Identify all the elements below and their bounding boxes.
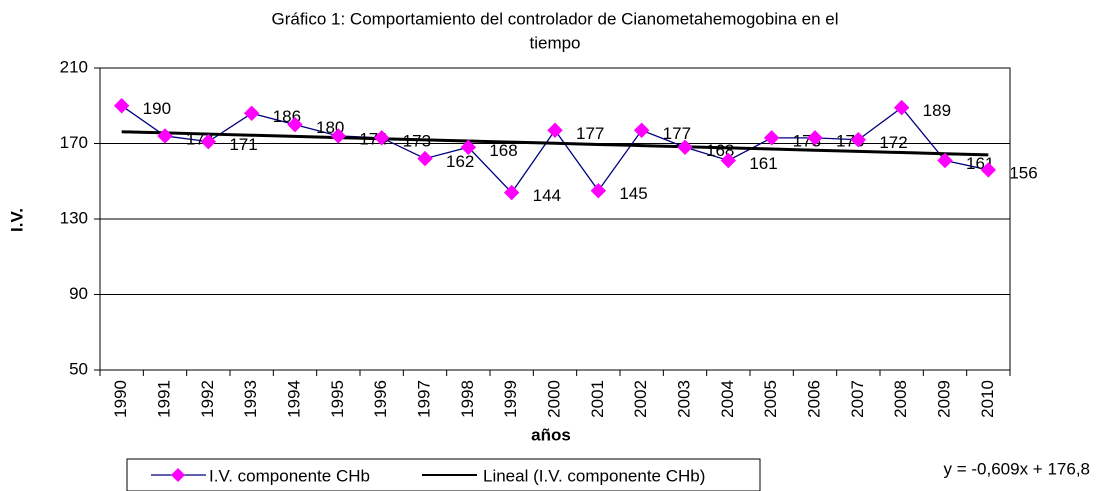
marker	[980, 162, 997, 178]
data-label: 161	[749, 154, 777, 173]
chart-title: Gráfico 1: Comportamiento del controlado…	[272, 9, 839, 28]
x-tick-label: 1994	[284, 380, 303, 418]
marker	[547, 122, 563, 138]
marker	[677, 139, 693, 155]
y-tick-label: 50	[69, 359, 88, 378]
marker	[243, 105, 260, 122]
marker	[720, 152, 737, 169]
marker	[633, 122, 650, 138]
y-tick-label: 90	[69, 284, 88, 303]
data-label: 171	[229, 135, 257, 154]
chart-title: tiempo	[529, 33, 580, 52]
marker	[937, 152, 953, 169]
x-tick-label: 1990	[111, 380, 130, 418]
x-tick-label: 2010	[978, 380, 997, 418]
x-tick-label: 1999	[501, 380, 520, 418]
x-tick-label: 1997	[414, 380, 433, 418]
marker	[200, 133, 217, 150]
x-tick-label: 1996	[371, 380, 390, 418]
legend-marker	[171, 468, 185, 482]
data-label: 189	[923, 101, 951, 120]
data-label: 190	[143, 99, 171, 118]
marker	[807, 130, 823, 146]
data-label: 177	[576, 124, 604, 143]
x-tick-label: 2001	[588, 380, 607, 418]
legend-label: I.V. componente CHb	[209, 466, 370, 485]
data-label: 173	[403, 131, 431, 150]
x-tick-label: 2006	[804, 380, 823, 418]
x-tick-label: 2008	[891, 380, 910, 418]
marker	[157, 128, 173, 144]
x-tick-label: 2003	[674, 380, 693, 418]
trend-line	[121, 130, 989, 157]
x-tick-label: 1998	[458, 380, 477, 418]
marker	[763, 130, 780, 146]
data-label: 177	[663, 124, 691, 143]
data-label: 145	[619, 184, 647, 203]
marker	[417, 150, 433, 167]
legend-label: Lineal (I.V. componente CHb)	[483, 466, 705, 485]
marker	[460, 139, 477, 155]
x-tick-label: 2009	[934, 380, 953, 418]
x-axis-title: años	[531, 425, 571, 444]
x-tick-label: 2002	[631, 380, 650, 418]
trend-equation: y = -0,609x + 176,8	[944, 459, 1091, 478]
marker	[287, 116, 303, 133]
marker	[330, 128, 347, 144]
data-label: 162	[446, 152, 474, 171]
x-tick-label: 2000	[544, 380, 563, 418]
marker	[893, 99, 910, 116]
x-tick-label: 1995	[328, 380, 347, 418]
data-label: 144	[533, 186, 561, 205]
y-axis-title: I.V.	[7, 208, 26, 232]
x-tick-label: 2005	[761, 380, 780, 418]
x-tick-label: 2007	[848, 380, 867, 418]
y-tick-label: 170	[60, 133, 88, 152]
x-tick-label: 1992	[198, 380, 217, 418]
marker	[113, 98, 130, 114]
data-label: 156	[1009, 163, 1037, 182]
marker	[503, 184, 520, 201]
marker	[373, 130, 390, 146]
x-tick-label: 1991	[154, 380, 173, 418]
data-label: 168	[489, 141, 517, 160]
data-label: 172	[879, 133, 907, 152]
y-tick-label: 210	[60, 57, 88, 76]
x-tick-label: 2004	[718, 380, 737, 418]
marker	[850, 132, 867, 148]
y-tick-label: 130	[60, 208, 88, 227]
marker	[590, 182, 607, 199]
x-tick-label: 1993	[241, 380, 260, 418]
